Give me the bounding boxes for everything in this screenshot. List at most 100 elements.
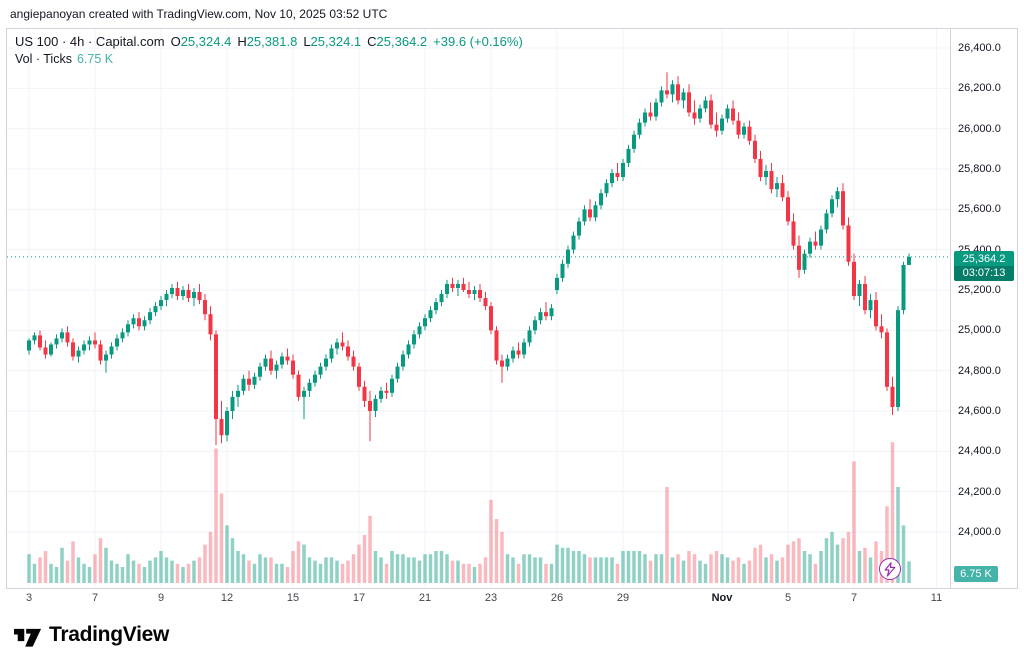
candle <box>318 362 323 379</box>
chart-legend: US 100 · 4h · Capital.com O25,324.4 H25,38… <box>15 34 523 67</box>
candle <box>500 354 504 383</box>
volume-bar <box>544 563 548 583</box>
volume-bar <box>324 557 328 583</box>
candle <box>296 370 301 401</box>
volume-bar <box>313 560 317 583</box>
volume-bar <box>236 551 240 583</box>
volume-bar <box>500 531 504 583</box>
time-axis-tick: 3 <box>25 592 33 604</box>
symbol-title[interactable]: US 100 · 4h · Capital.com <box>15 34 165 49</box>
volume-bar <box>681 560 686 583</box>
volume-bar <box>505 554 510 583</box>
volume-bar <box>258 554 262 583</box>
time-axis[interactable]: 3 7 9 12 15 17 21 23 26 29 Nov 5 7 11 <box>6 592 1018 607</box>
volume-bar <box>692 554 697 583</box>
plot-area[interactable]: US 100 · 4h · Capital.com O25,324.4 H25,38… <box>7 29 950 588</box>
volume-bar <box>516 563 521 583</box>
candle <box>291 354 295 379</box>
time-axis-tick: 9 <box>157 592 165 604</box>
volume-bar <box>43 551 48 583</box>
volume-bar <box>615 563 620 583</box>
volume-bar <box>489 499 493 583</box>
candle <box>659 86 664 107</box>
candle <box>104 350 108 373</box>
high-label: H <box>237 34 247 49</box>
candle <box>868 294 873 319</box>
volume-bar <box>296 541 301 583</box>
candle <box>725 104 730 123</box>
volume-bar <box>846 531 851 583</box>
candle <box>280 352 284 369</box>
volume-bar <box>208 531 213 583</box>
candle <box>720 114 724 135</box>
tradingview-wordmark[interactable]: TradingView <box>49 623 170 646</box>
candle <box>434 298 438 315</box>
candle <box>274 360 279 379</box>
time-axis-tick: 7 <box>850 592 858 604</box>
volume-bar <box>775 560 779 583</box>
candle <box>648 102 653 121</box>
volume-bar <box>71 541 75 583</box>
candle <box>544 302 548 321</box>
candle <box>247 370 251 391</box>
candle <box>489 302 493 335</box>
lightning-icon <box>884 561 896 577</box>
high-value: 25,381.8 <box>246 34 298 49</box>
candle <box>775 177 779 198</box>
volume-badge: 6.75 K <box>954 566 998 582</box>
volume-bar <box>159 551 163 583</box>
candle <box>599 189 603 210</box>
candle <box>27 338 31 355</box>
candle <box>533 316 537 335</box>
time-axis-tick: 21 <box>418 592 432 604</box>
candle <box>175 281 180 301</box>
time-axis-tick: 7 <box>91 592 99 604</box>
candle <box>38 330 42 351</box>
volume-bar <box>566 547 570 583</box>
volume-bar <box>351 554 356 583</box>
volume-bar <box>423 554 427 583</box>
candle <box>511 346 515 363</box>
volume-bar <box>665 487 669 583</box>
candle <box>313 370 317 387</box>
candlestick-chart[interactable] <box>7 29 950 588</box>
candle <box>186 283 191 303</box>
candle <box>841 183 845 230</box>
candle <box>93 332 97 349</box>
volume-bar <box>648 560 653 583</box>
candle <box>390 374 394 397</box>
volume-bar <box>857 551 862 583</box>
volume-bar <box>346 560 350 583</box>
volume-bar <box>401 554 405 583</box>
candle <box>527 326 532 347</box>
quick-trade-button[interactable] <box>879 558 901 580</box>
volume-bar <box>280 563 284 583</box>
candle <box>302 386 306 420</box>
tradingview-logo[interactable] <box>14 622 42 648</box>
volume-bar <box>758 544 763 583</box>
candle <box>522 338 526 359</box>
price-axis[interactable]: 25,364.2 03:07:13 6.75 K 26,400.0 26,200.… <box>950 29 1018 588</box>
volume-bar <box>164 557 169 583</box>
volume-bar <box>632 551 636 583</box>
candle <box>137 312 141 331</box>
candle <box>632 130 636 153</box>
volume-bar <box>731 560 735 583</box>
candle <box>379 386 383 403</box>
volume-bar <box>687 551 691 583</box>
volume-label[interactable]: Vol · Ticks <box>15 52 72 66</box>
candle <box>846 217 851 266</box>
volume-bar <box>175 563 180 583</box>
candle <box>676 76 680 105</box>
candle <box>329 344 334 363</box>
volume-bar <box>621 551 625 583</box>
volume-bar <box>318 563 323 583</box>
candle <box>753 134 757 163</box>
volume-bar <box>522 554 526 583</box>
volume-bar <box>753 547 757 583</box>
price-axis-label: 24,000.0 <box>958 526 1001 538</box>
candle <box>467 281 471 299</box>
volume-bar <box>478 563 482 583</box>
volume-value: 6.75 K <box>76 52 114 66</box>
